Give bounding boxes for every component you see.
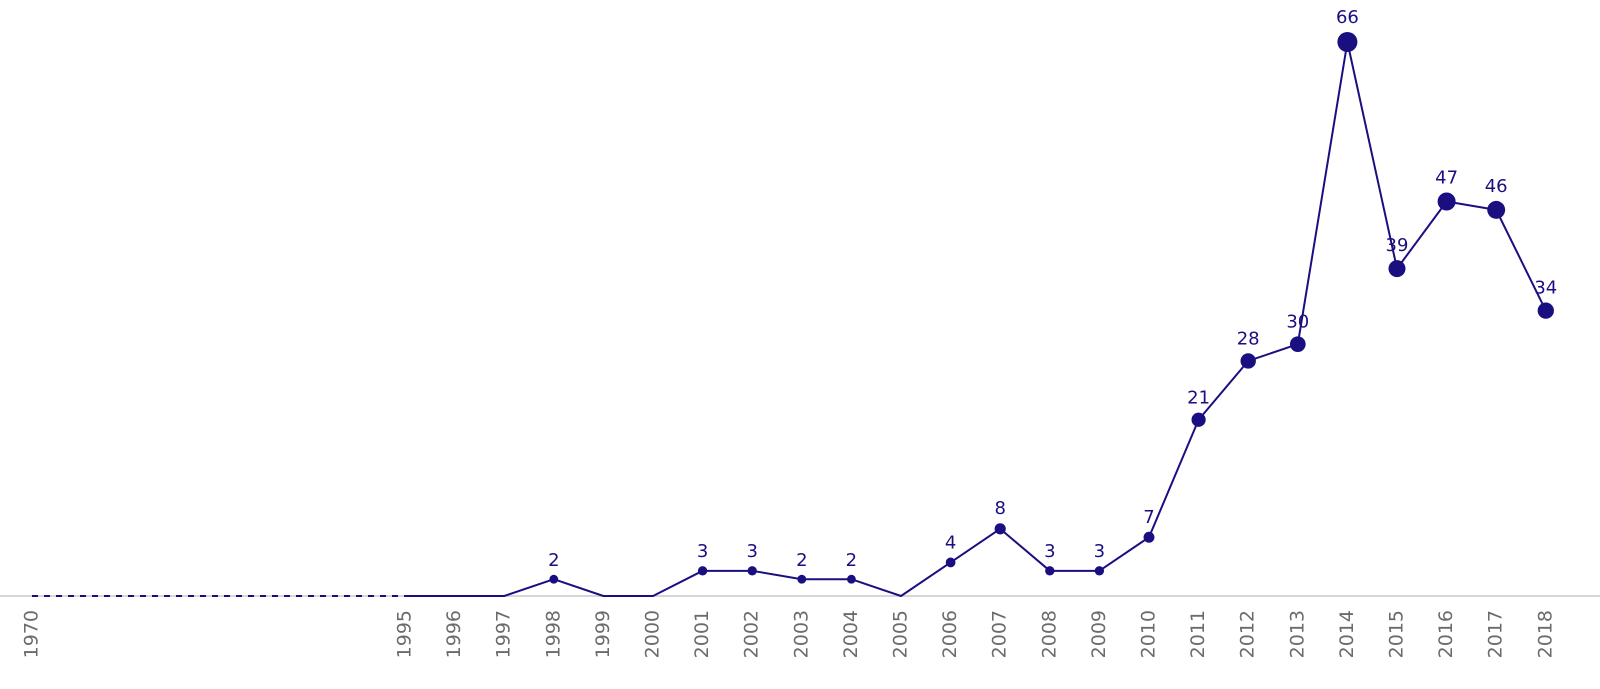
data-label-2012: 28 bbox=[1237, 328, 1260, 349]
data-point-2008 bbox=[1045, 566, 1055, 576]
x-tick-label-2011: 2011 bbox=[1187, 610, 1209, 658]
data-label-2001: 3 bbox=[697, 541, 708, 562]
x-tick-label-1998: 1998 bbox=[542, 610, 564, 658]
data-label-2011: 21 bbox=[1187, 388, 1210, 409]
x-tick-label-2013: 2013 bbox=[1286, 610, 1308, 658]
x-tick-label-2005: 2005 bbox=[890, 610, 912, 658]
x-tick-label-2000: 2000 bbox=[642, 610, 664, 658]
data-label-2017: 46 bbox=[1485, 176, 1508, 197]
data-point-2007 bbox=[994, 523, 1006, 535]
x-tick-label-2001: 2001 bbox=[691, 610, 713, 658]
x-tick-label-2008: 2008 bbox=[1038, 610, 1060, 658]
x-tick-label-2002: 2002 bbox=[741, 610, 763, 658]
data-point-2014 bbox=[1337, 32, 1358, 52]
x-tick-label-2017: 2017 bbox=[1485, 610, 1507, 658]
data-label-2013: 30 bbox=[1286, 311, 1309, 332]
data-label-2015: 39 bbox=[1386, 235, 1409, 256]
data-label-2006: 4 bbox=[945, 533, 956, 554]
x-tick-label-2014: 2014 bbox=[1336, 610, 1358, 658]
x-tick-label-2009: 2009 bbox=[1088, 610, 1110, 658]
data-label-2008: 3 bbox=[1044, 541, 1055, 562]
x-tick-label-2003: 2003 bbox=[790, 610, 812, 658]
data-point-2009 bbox=[1094, 566, 1105, 576]
x-tick-label-1995: 1995 bbox=[394, 610, 416, 658]
data-point-2001 bbox=[697, 566, 708, 576]
x-tick-label-2016: 2016 bbox=[1435, 610, 1457, 658]
series-line bbox=[405, 41, 1547, 597]
data-point-2012 bbox=[1240, 353, 1256, 369]
x-tick-label-2015: 2015 bbox=[1386, 610, 1408, 658]
data-label-1998: 2 bbox=[548, 550, 559, 571]
data-label-2002: 3 bbox=[746, 541, 757, 562]
data-point-2015 bbox=[1388, 260, 1406, 278]
x-tick-label-1996: 1996 bbox=[443, 610, 465, 658]
data-point-2017 bbox=[1487, 200, 1506, 219]
data-point-2006 bbox=[945, 557, 956, 568]
data-point-2013 bbox=[1289, 336, 1306, 353]
data-label-2018: 34 bbox=[1534, 277, 1557, 298]
data-point-1998 bbox=[549, 574, 559, 584]
data-label-2014: 66 bbox=[1336, 7, 1359, 28]
x-tick-label-2007: 2007 bbox=[989, 610, 1011, 658]
data-point-2004 bbox=[846, 574, 856, 584]
data-label-2009: 3 bbox=[1094, 541, 1105, 562]
x-tick-label-2012: 2012 bbox=[1237, 610, 1259, 658]
x-tick-label-1997: 1997 bbox=[493, 610, 515, 658]
data-point-2002 bbox=[747, 566, 757, 576]
data-point-2018 bbox=[1537, 302, 1554, 319]
data-label-2003: 2 bbox=[796, 550, 807, 571]
data-label-2007: 8 bbox=[994, 498, 1005, 519]
x-tick-label-2018: 2018 bbox=[1534, 610, 1556, 658]
data-label-2004: 2 bbox=[846, 550, 857, 571]
data-point-2010 bbox=[1143, 531, 1155, 543]
x-tick-label-2006: 2006 bbox=[939, 610, 961, 658]
x-tick-label-2010: 2010 bbox=[1138, 610, 1160, 658]
data-label-2016: 47 bbox=[1435, 167, 1458, 188]
x-tick-label-2004: 2004 bbox=[840, 610, 862, 658]
x-tick-label-1970: 1970 bbox=[21, 610, 43, 658]
x-tick-label-1999: 1999 bbox=[592, 610, 614, 658]
data-point-2016 bbox=[1437, 192, 1456, 211]
data-point-2003 bbox=[797, 574, 807, 584]
data-point-2011 bbox=[1191, 412, 1206, 427]
data-label-2010: 7 bbox=[1143, 507, 1154, 528]
